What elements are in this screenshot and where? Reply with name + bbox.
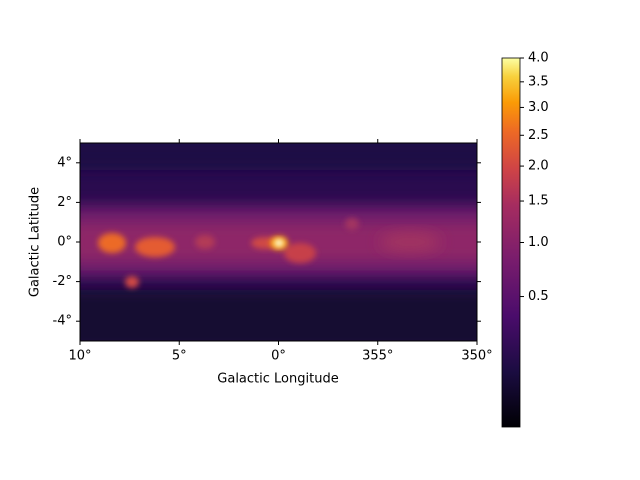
y-axis-label: Galactic Latitude bbox=[28, 187, 43, 297]
colorbar-tick-label: 2.5 bbox=[528, 128, 549, 143]
colorbar-tick-label: 1.0 bbox=[528, 235, 549, 250]
x-axis-label: Galactic Longitude bbox=[217, 372, 338, 387]
colorbar bbox=[501, 57, 521, 428]
colorbar-tick-label: 3.5 bbox=[528, 74, 549, 89]
colorbar-tick-label: 3.0 bbox=[528, 100, 549, 115]
x-tick-label: 10° bbox=[68, 349, 91, 364]
y-tick-label: 4° bbox=[57, 155, 72, 170]
x-tick-label: 355° bbox=[362, 349, 393, 364]
colorbar-tick-label: 2.0 bbox=[528, 159, 549, 174]
y-tick-label: 2° bbox=[57, 195, 72, 210]
colorbar-tick-label: 0.5 bbox=[528, 289, 549, 304]
x-tick-label: 0° bbox=[271, 349, 286, 364]
sky-image bbox=[80, 143, 477, 341]
x-tick-label: 5° bbox=[172, 349, 187, 364]
y-tick-label: 0° bbox=[57, 235, 72, 250]
x-tick-label: 350° bbox=[461, 349, 492, 364]
colorbar-tick-label: 1.5 bbox=[528, 194, 549, 209]
colorbar-tick-label: 4.0 bbox=[528, 51, 549, 66]
y-tick-label: -4° bbox=[53, 314, 72, 329]
y-tick-label: -2° bbox=[53, 274, 72, 289]
